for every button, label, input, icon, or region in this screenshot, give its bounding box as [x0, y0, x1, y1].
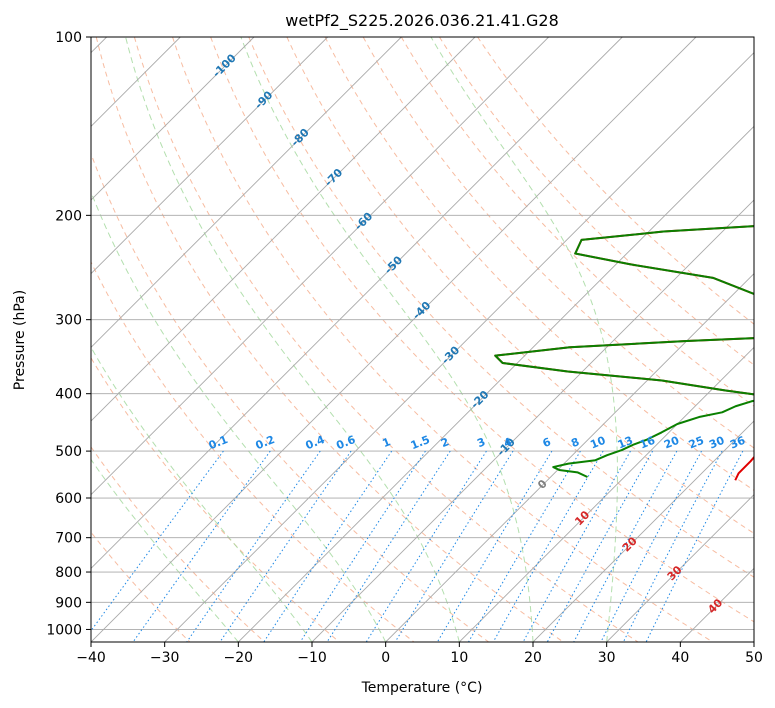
mixing-ratio-label: 36: [728, 434, 747, 452]
dry-adiabat-line: [133, 37, 639, 642]
isotherm-line: [164, 52, 754, 642]
mixing-ratio-line: [622, 450, 723, 642]
x-axis-label: Temperature (°C): [361, 680, 483, 696]
y-tick-label: 300: [55, 313, 82, 329]
y-tick-label: 200: [55, 208, 82, 224]
dry-adiabat-line: [95, 37, 564, 642]
y-tick-label: 500: [55, 444, 82, 460]
mixing-ratio-label: 1: [381, 435, 393, 450]
x-tick-label: −20: [224, 650, 254, 666]
dry-adiabat-line: [210, 37, 754, 623]
isotherm-line: [91, 37, 549, 496]
mixing-ratio-line: [394, 450, 514, 642]
dry-adiabat-line: [172, 37, 714, 642]
dry-adiabat-line: [91, 446, 265, 642]
dry-adiabat-line: [400, 37, 754, 407]
mixing-ratio-label: 16: [638, 434, 657, 452]
isotherm-line: [238, 125, 754, 642]
moist-adiabat-line: [91, 458, 239, 642]
isotherm-line: [91, 37, 623, 569]
dry-adiabat-line: [362, 37, 754, 449]
mixing-ratio-line: [299, 450, 426, 642]
dry-adiabat-line: [439, 37, 754, 366]
mixing-ratio-line: [91, 450, 224, 632]
mixing-ratio-label: 13: [616, 434, 635, 452]
axes: −40 −30 −20 −10 0 10 20 30 40 50 100 200 300 400 500 60…: [46, 30, 763, 666]
mixing-ratio-label: 20: [662, 434, 681, 452]
mixing-ratio-line: [263, 450, 393, 642]
x-tick-label: 20: [524, 650, 542, 666]
mixing-ratio-line: [219, 450, 352, 642]
mixing-ratio-line: [573, 450, 678, 642]
x-tick-label: 40: [671, 650, 689, 666]
y-tick-label: 100: [55, 30, 82, 46]
y-axis-label: Pressure (hPa): [12, 290, 28, 390]
y-tick-label: 900: [55, 595, 82, 611]
y-tick-label: 800: [55, 565, 82, 581]
x-tick-label: 0: [381, 650, 390, 666]
mixing-ratio-line: [522, 450, 631, 642]
isotherm-line: [459, 346, 754, 642]
isotherm-line: [91, 37, 402, 348]
mixing-ratio-label: 2: [439, 435, 451, 450]
x-tick-label: −40: [76, 650, 106, 666]
moist-adiabat-line: [240, 37, 534, 642]
isotherm-line: [532, 420, 754, 642]
x-tick-label: −10: [297, 650, 327, 666]
isotherm-line: [91, 37, 476, 422]
dewpoint-profile-line: [494, 225, 754, 478]
moist-adiabat-line: [430, 37, 618, 642]
isotherm-line: [91, 37, 697, 642]
moist-adiabat-line: [91, 190, 387, 642]
x-tick-label: −30: [150, 650, 180, 666]
isotherm-line: [91, 37, 328, 275]
isotherm-line: [91, 37, 255, 201]
x-tick-label: 10: [450, 650, 468, 666]
moist-adiabat-line: [125, 37, 460, 642]
x-tick-label: 50: [745, 650, 763, 666]
mixing-ratio-label: 30: [707, 434, 726, 452]
mixing-ratio-line: [186, 450, 321, 642]
mixing-ratio-label: 3: [475, 435, 487, 450]
y-tick-label: 600: [55, 491, 82, 507]
isotherm-line: [311, 199, 754, 642]
plot-frame: [90, 36, 755, 643]
dry-adiabat-line: [324, 37, 754, 491]
mixing-ratio-label: 10: [588, 434, 607, 452]
y-tick-label: 400: [55, 387, 82, 403]
dry-adiabat-line: [91, 152, 489, 642]
y-tick-label: 1000: [46, 622, 82, 638]
data-series: [494, 225, 754, 481]
mixing-ratio-line: [645, 450, 744, 642]
mixing-ratio-label: 8: [569, 435, 581, 450]
x-tick-label: 30: [598, 650, 616, 666]
mixing-ratio-line: [492, 450, 604, 642]
dry-adiabat-line: [248, 37, 754, 578]
isotherm-line: [606, 494, 754, 642]
mixing-ratio-line: [600, 450, 702, 642]
isotherm-line: [385, 273, 754, 642]
mixing-ratio-label: 25: [687, 434, 706, 452]
reference-lines: [91, 37, 754, 642]
mixing-ratio-line: [546, 450, 654, 642]
chart-title: wetPf2_S225.2026.036.21.41.G28: [285, 11, 559, 31]
y-tick-label: 700: [55, 531, 82, 547]
